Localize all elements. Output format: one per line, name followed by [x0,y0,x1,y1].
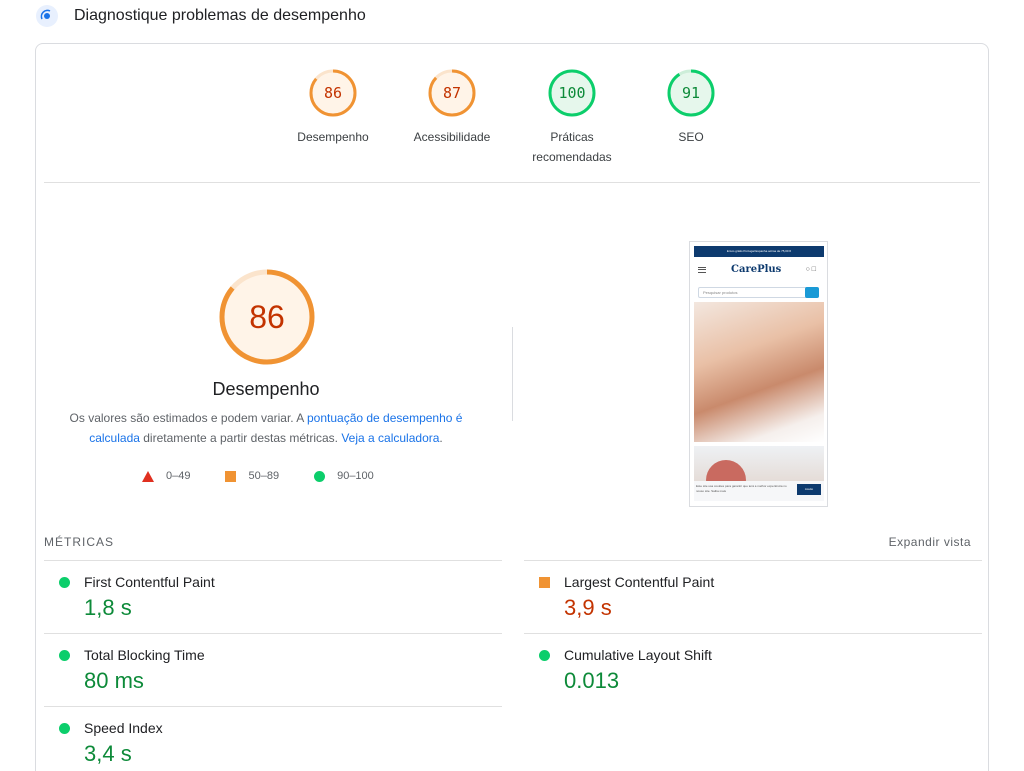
gauge-score: 100 [558,84,586,102]
metric-fcp: First Contentful Paint 1,8 s [44,560,502,633]
gauge-label: Acessibilidade [413,130,491,144]
pass-circle-icon [59,723,70,734]
gauge-best-practices[interactable]: 100 Práticas recomendadas [517,68,627,167]
screenshot-topbar: Envio grátis Portugal Espanha acima de 7… [694,246,824,257]
expand-view-button[interactable]: Expandir vista [888,535,971,549]
gauge-accessibility[interactable]: 87 Acessibilidade [397,68,507,147]
metric-name: Total Blocking Time [84,647,205,663]
performance-gauge: 86 [217,267,317,367]
screenshot-cookie-button: Aceito [797,484,821,495]
screenshot-logo: CarePlus [731,264,782,275]
metric-value: 1,8 s [84,595,132,620]
metric-value: 0.013 [564,668,620,693]
legend-fail: 0–49 [142,470,190,482]
metrics-title: MÉTRICAS [44,535,115,549]
performance-explanation: Os valores são estimados e podem variar.… [66,408,466,448]
gauge-seo[interactable]: 91 SEO [636,68,746,147]
metric-tbt: Total Blocking Time 80 ms [44,633,502,706]
metric-lcp: Largest Contentful Paint 3,9 s [524,560,982,633]
legend-range: 90–100 [337,470,374,482]
pass-circle-icon [59,650,70,661]
menu-icon [698,267,706,273]
screenshot-search: Pesquisar produtos [698,287,812,298]
category-gauges: 86 Desempenho 87 Acessibilidade 100 Prát [36,44,990,184]
square-icon [225,470,237,482]
explain-text: diretamente a partir destas métricas. [139,431,342,445]
pass-circle-icon [59,577,70,588]
performance-score: 86 [249,299,285,335]
metric-value: 3,4 s [84,741,132,766]
screenshot-hero-image [694,302,824,442]
metric-value: 3,9 s [564,595,612,620]
section-title: Diagnostique problemas de desempenho [74,7,366,24]
legend-pass: 90–100 [314,470,374,482]
explain-text: Os valores são estimados e podem variar.… [69,411,307,425]
circle-icon [314,470,326,482]
legend-range: 50–89 [248,470,280,482]
metric-name: First Contentful Paint [84,574,215,590]
gauge-score: 87 [442,84,462,102]
performance-title: Desempenho [212,379,320,399]
gauge-label: Desempenho [297,130,369,144]
gauge-score: 86 [323,84,343,102]
score-legend: 0–49 50–89 90–100 [142,468,409,484]
metric-cls: Cumulative Layout Shift 0.013 [524,633,982,706]
calculator-link[interactable]: Veja a calculadora [341,431,440,445]
metric-name: Speed Index [84,720,163,736]
score-calculation-link[interactable]: pontuação de desempenho é calculada [89,411,463,445]
account-cart-icon: ○ □ [805,266,816,273]
section-header: Diagnostique problemas de desempenho [36,4,366,28]
gauge-score: 91 [681,84,701,102]
triangle-icon [142,470,154,482]
screenshot-nav: CarePlus ○ □ [698,264,822,278]
lighthouse-icon [36,5,58,27]
metric-name: Largest Contentful Paint [564,574,715,590]
divider [44,182,980,183]
pass-circle-icon [539,650,550,661]
metric-value: 80 ms [84,668,144,693]
page-screenshot: Envio grátis Portugal Espanha acima de 7… [689,241,828,507]
average-square-icon [539,577,550,588]
screenshot-cookie-banner: Este site usa cookies para garantir que … [694,481,824,501]
legend-average: 50–89 [225,470,279,482]
search-icon [805,287,819,298]
metric-si: Speed Index 3,4 s [44,706,502,771]
legend-range: 0–49 [166,470,191,482]
gauge-performance[interactable]: 86 Desempenho [278,68,388,147]
cookie-text: Este site usa cookies para garantir que … [696,484,787,493]
gauge-label: Práticas recomendadas [532,130,612,164]
metric-name: Cumulative Layout Shift [564,647,712,663]
explain-text: . [439,431,443,445]
vertical-divider [512,327,513,421]
gauge-label: SEO [678,130,704,144]
report-card: 86 Desempenho 87 Acessibilidade 100 Prát [35,43,989,771]
